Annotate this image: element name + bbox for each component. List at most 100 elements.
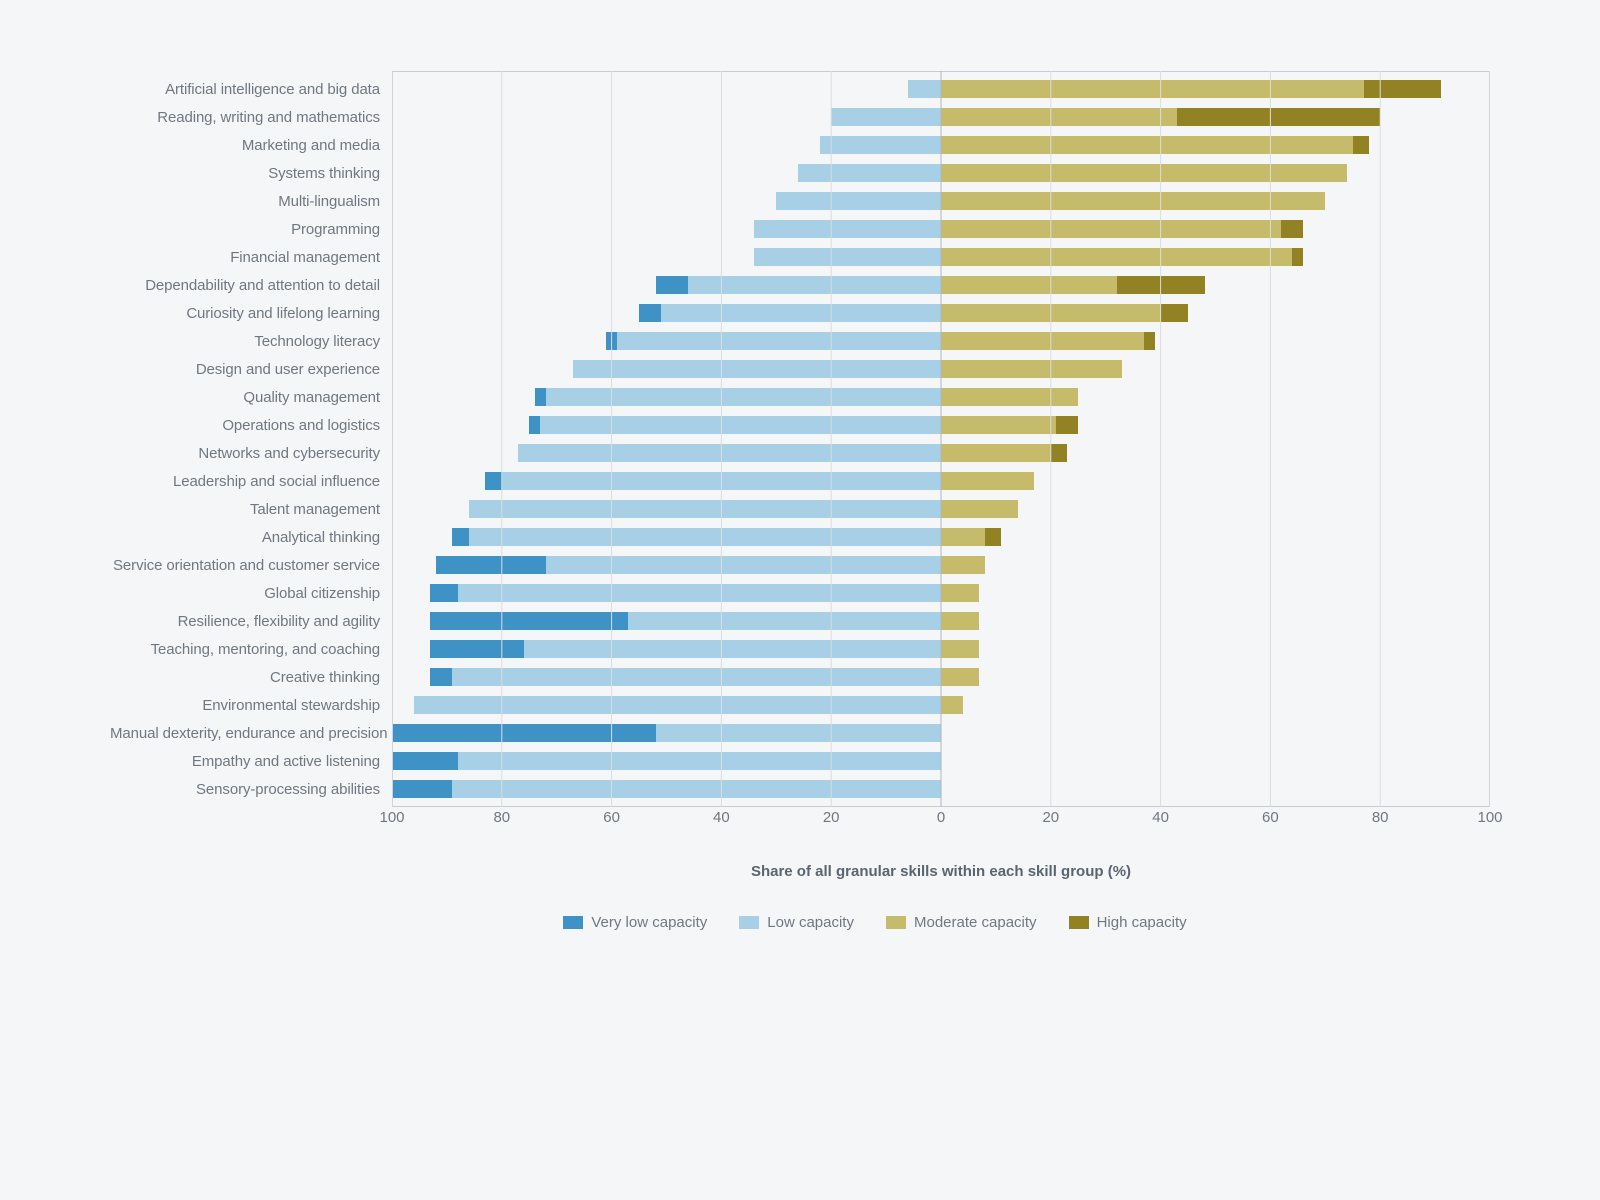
bar-segment-very-low <box>430 668 452 686</box>
y-axis-label: Global citizenship <box>110 585 392 602</box>
chart-row: Design and user experience <box>110 355 1490 383</box>
bar-segment-very-low <box>430 584 457 602</box>
bar-segment-very-low <box>535 388 546 406</box>
bar-segment-very-low <box>430 640 523 658</box>
bar-segment-very-low <box>436 556 546 574</box>
chart-row: Global citizenship <box>110 579 1490 607</box>
bar-segment-moderate <box>941 248 1292 266</box>
y-axis-label: Empathy and active listening <box>110 753 392 770</box>
y-axis-label: Teaching, mentoring, and coaching <box>110 641 392 658</box>
bar-track <box>392 327 1490 355</box>
bar-segment-low <box>469 528 941 546</box>
bar-segment-low <box>754 220 941 238</box>
x-tick-label: 80 <box>1372 809 1389 826</box>
legend-item: High capacity <box>1069 914 1187 931</box>
legend-item: Very low capacity <box>563 914 707 931</box>
bar-track <box>392 747 1490 775</box>
bar-segment-moderate <box>941 332 1144 350</box>
bar-segment-low <box>502 472 941 490</box>
chart-row: Manual dexterity, endurance and precisio… <box>110 719 1490 747</box>
bar-segment-moderate <box>941 640 979 658</box>
bar-track <box>392 271 1490 299</box>
y-axis-label: Leadership and social influence <box>110 473 392 490</box>
bar-track <box>392 635 1490 663</box>
bar-track <box>392 439 1490 467</box>
legend-swatch <box>886 916 906 929</box>
bar-segment-low <box>688 276 941 294</box>
bar-segment-moderate <box>941 668 979 686</box>
y-axis-label: Programming <box>110 221 392 238</box>
bar-track <box>392 187 1490 215</box>
bar-track <box>392 551 1490 579</box>
chart-row: Curiosity and lifelong learning <box>110 299 1490 327</box>
bar-segment-moderate <box>941 220 1281 238</box>
x-tick-label: 100 <box>379 809 404 826</box>
bar-segment-high <box>1292 248 1303 266</box>
bar-segment-very-low <box>392 752 458 770</box>
bar-segment-low <box>469 500 941 518</box>
skills-capacity-chart: Artificial intelligence and big dataRead… <box>110 75 1490 931</box>
bar-segment-moderate <box>941 444 1051 462</box>
chart-row: Programming <box>110 215 1490 243</box>
bar-track <box>392 523 1490 551</box>
bar-segment-high <box>1161 304 1188 322</box>
bar-segment-low <box>661 304 941 322</box>
bar-segment-high <box>1056 416 1078 434</box>
bar-segment-low <box>617 332 941 350</box>
bar-segment-moderate <box>941 276 1117 294</box>
bar-segment-low <box>524 640 941 658</box>
bar-segment-moderate <box>941 304 1161 322</box>
bar-track <box>392 719 1490 747</box>
chart-rows: Artificial intelligence and big dataRead… <box>110 75 1490 803</box>
chart-row: Analytical thinking <box>110 523 1490 551</box>
y-axis-label: Analytical thinking <box>110 529 392 546</box>
bar-segment-low <box>628 612 941 630</box>
bar-segment-moderate <box>941 584 979 602</box>
bar-segment-high <box>1144 332 1155 350</box>
x-tick-label: 40 <box>713 809 730 826</box>
legend-label: Low capacity <box>767 914 854 931</box>
bar-track <box>392 299 1490 327</box>
y-axis-label: Networks and cybersecurity <box>110 445 392 462</box>
bar-track <box>392 103 1490 131</box>
bar-segment-low <box>452 780 941 798</box>
bar-track <box>392 691 1490 719</box>
y-axis-label: Financial management <box>110 249 392 266</box>
bar-track <box>392 579 1490 607</box>
bar-track <box>392 663 1490 691</box>
y-axis-label: Talent management <box>110 501 392 518</box>
bar-segment-moderate <box>941 360 1122 378</box>
y-axis-label: Curiosity and lifelong learning <box>110 305 392 322</box>
y-axis-label: Sensory-processing abilities <box>110 781 392 798</box>
y-axis-label: Operations and logistics <box>110 417 392 434</box>
chart-row: Service orientation and customer service <box>110 551 1490 579</box>
legend-swatch <box>1069 916 1089 929</box>
chart-row: Technology literacy <box>110 327 1490 355</box>
y-axis-label: Environmental stewardship <box>110 697 392 714</box>
bar-segment-moderate <box>941 416 1056 434</box>
chart-row: Sensory-processing abilities <box>110 775 1490 803</box>
bar-segment-very-low <box>452 528 468 546</box>
bar-segment-high <box>1177 108 1380 126</box>
y-axis-label: Service orientation and customer service <box>110 557 392 574</box>
x-tick-label: 60 <box>603 809 620 826</box>
legend-item: Moderate capacity <box>886 914 1037 931</box>
bar-segment-high <box>985 528 1001 546</box>
bar-segment-very-low <box>639 304 661 322</box>
bar-segment-very-low <box>392 780 452 798</box>
bar-track <box>392 495 1490 523</box>
bar-segment-low <box>573 360 941 378</box>
chart-row: Networks and cybersecurity <box>110 439 1490 467</box>
bar-segment-low <box>452 668 941 686</box>
y-axis-label: Dependability and attention to detail <box>110 277 392 294</box>
x-tick-label: 0 <box>937 809 945 826</box>
x-axis-title: Share of all granular skills within each… <box>392 863 1490 880</box>
x-tick-label: 20 <box>1042 809 1059 826</box>
bar-segment-moderate <box>941 696 963 714</box>
bar-segment-low <box>414 696 941 714</box>
y-axis-label: Systems thinking <box>110 165 392 182</box>
bar-segment-moderate <box>941 472 1034 490</box>
y-axis-label: Marketing and media <box>110 137 392 154</box>
x-tick-label: 40 <box>1152 809 1169 826</box>
bar-segment-low <box>458 584 941 602</box>
